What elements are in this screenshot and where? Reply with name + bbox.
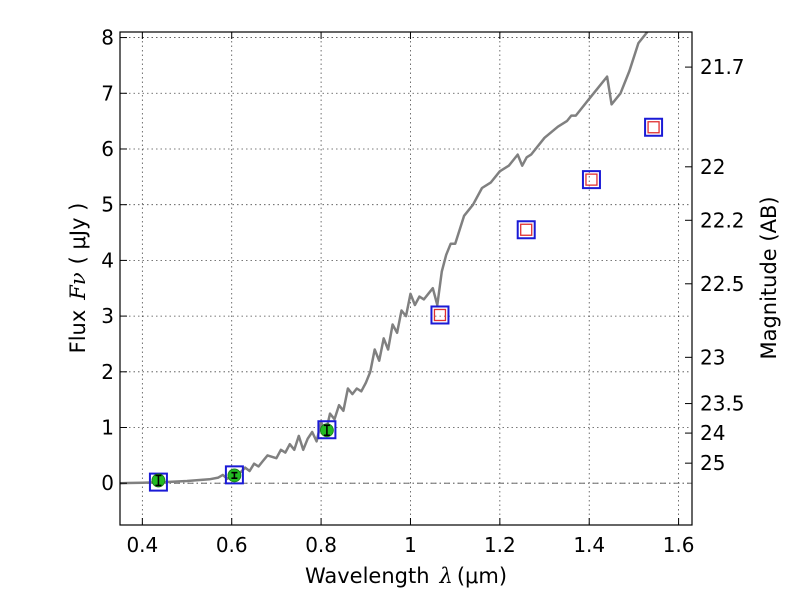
- plot-area: [120, 32, 664, 492]
- photometry-box: [644, 117, 664, 137]
- axis-ticks: 0.4 0.6 0.8 1 1.2 1.4 1.601234567821.72222.222…: [101, 26, 744, 557]
- model-photometry-box: [647, 121, 660, 134]
- right-tick-label: 21.7: [700, 55, 745, 79]
- y-axis-label: Flux Fν ( μJy ): [66, 203, 90, 354]
- photometry-box: [581, 170, 601, 190]
- right-tick-label: 22: [700, 155, 725, 179]
- photometry-box: [317, 420, 337, 440]
- y-tick-label: 1: [101, 416, 114, 440]
- photometry-box: [516, 220, 536, 240]
- y-tick-label: 4: [101, 248, 114, 272]
- x-tick-label: 0.6: [216, 533, 248, 557]
- y-tick-label: 7: [101, 81, 114, 105]
- model-photometry-box: [433, 308, 447, 322]
- x-axis-label-symbol: λ: [439, 564, 453, 588]
- x-axis-label-text: Wavelength: [305, 564, 430, 588]
- right-axis-label: Magnitude (AB): [757, 196, 781, 359]
- photometry-box: [430, 305, 450, 325]
- right-tick-label: 23.5: [700, 392, 745, 416]
- right-tick-label: 23: [700, 345, 725, 369]
- right-tick-label: 25: [700, 451, 725, 475]
- model-photometry-box: [520, 223, 533, 236]
- y-tick-label: 3: [101, 304, 114, 328]
- x-tick-label: 0.4: [126, 533, 158, 557]
- model-photometry-box: [585, 173, 598, 186]
- x-tick-label: 0.8: [305, 533, 337, 557]
- spectrum-line: [120, 32, 649, 485]
- y-tick-label: 6: [101, 137, 114, 161]
- y-tick-label: 0: [101, 471, 114, 495]
- y-axis-label-unit: ( μJy ): [66, 203, 90, 265]
- right-tick-label: 24: [700, 421, 725, 445]
- plot-frame: [119, 31, 693, 526]
- x-axis-label-unit: (μm): [457, 564, 507, 588]
- y-axis-label-text: Flux: [66, 310, 90, 354]
- y-tick-label: 8: [101, 26, 114, 50]
- x-tick-label: 1: [404, 533, 417, 557]
- x-tick-label: 1.2: [484, 533, 516, 557]
- right-tick-label: 22.5: [700, 272, 745, 296]
- photometry-box: [224, 465, 244, 485]
- y-tick-label: 2: [101, 360, 114, 384]
- x-tick-label: 1.4: [573, 533, 605, 557]
- grid-lines: [120, 32, 692, 525]
- x-axis-label: Wavelength λ (μm): [305, 564, 507, 588]
- y-tick-label: 5: [101, 193, 114, 217]
- x-tick-label: 1.6: [663, 533, 695, 557]
- y-axis-label-symbol: Fν: [66, 272, 90, 301]
- right-tick-label: 22.2: [700, 208, 745, 232]
